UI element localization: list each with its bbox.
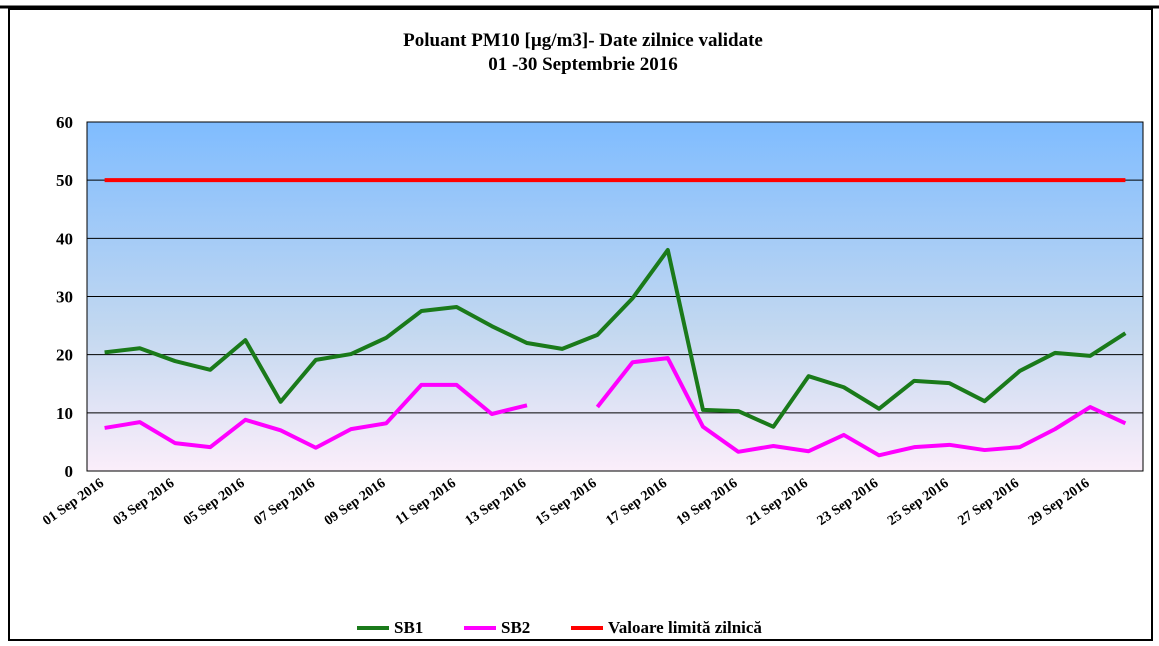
y-tick-label: 20 (56, 346, 73, 365)
y-tick-label: 10 (56, 404, 73, 423)
y-tick-label: 30 (56, 288, 73, 307)
legend-label: SB1 (394, 618, 423, 637)
y-tick-label: 60 (56, 113, 73, 132)
y-tick-label: 40 (56, 229, 73, 248)
y-tick-label: 50 (56, 171, 73, 190)
y-tick-label: 0 (65, 462, 74, 481)
legend-label: SB2 (501, 618, 530, 637)
series-line (104, 356, 1127, 458)
chart-title: Poluant PM10 [µg/m3]- Date zilnice valid… (403, 30, 763, 51)
legend-label: Valoare limită zilnică (608, 618, 762, 637)
series-line (104, 247, 1127, 429)
chart-subtitle: 01 -30 Septembrie 2016 (488, 54, 677, 75)
